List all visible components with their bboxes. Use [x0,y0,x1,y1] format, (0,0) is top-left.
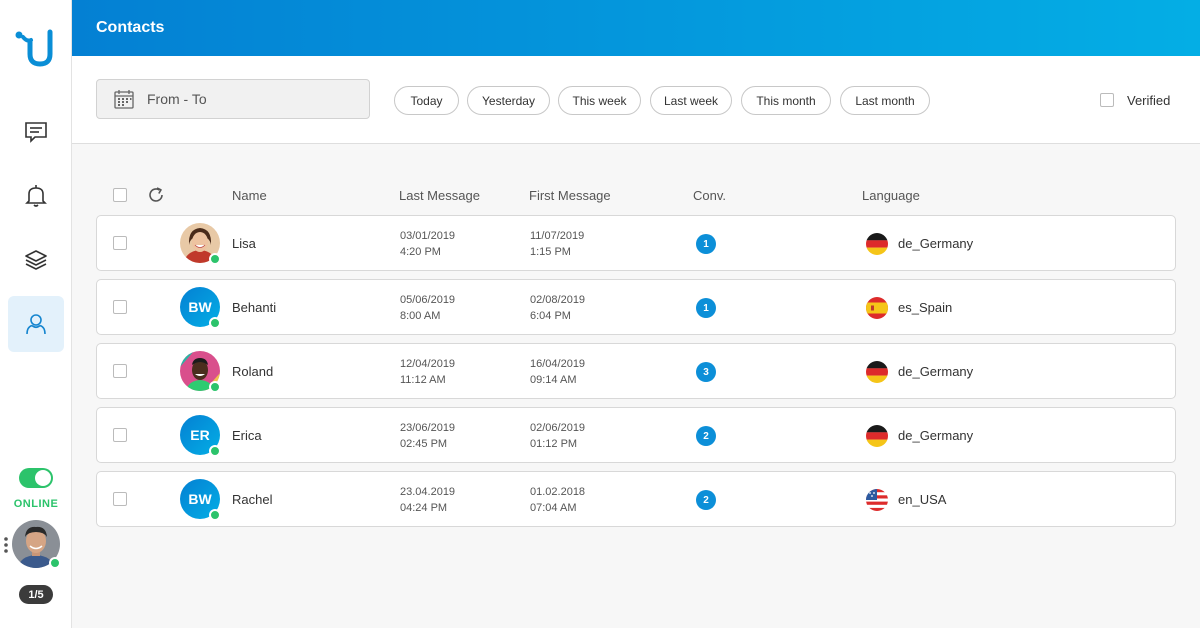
online-status-dot [209,381,221,393]
contact-name: Roland [232,364,274,379]
last-message-date: 23.04.2019 04:24 PM [400,486,456,514]
contact-language: de_Germany [898,428,974,443]
online-status-dot [209,445,221,457]
first-message-date: 02/08/2019 6:04 PM [530,294,586,322]
sidebar: ONLINE 1/5 [0,0,72,628]
sidebar-item-notifications[interactable] [8,168,64,224]
contact-language: es_Spain [898,300,953,315]
germany-flag-icon [866,361,888,383]
online-status-dot [209,509,221,521]
agent-photo [12,520,60,568]
contact-name: Erica [232,428,262,443]
first-message-date: 11/07/2019 1:15 PM [530,230,585,258]
row-checkbox[interactable] [113,236,127,250]
refresh-icon[interactable] [146,185,166,205]
contact-name: Rachel [232,492,273,507]
column-header-language[interactable]: Language [862,188,920,203]
sidebar-item-layers[interactable] [8,232,64,288]
online-status-dot [209,253,221,265]
table-row[interactable]: ER Erica 23/06/2019 02:45 PM 02/06/2019 01… [96,407,1176,463]
verified-checkbox[interactable] [1100,93,1114,107]
date-range-picker[interactable]: From - To [96,79,370,119]
row-checkbox[interactable] [113,300,127,314]
filter-last-week-button[interactable]: Last week [650,86,732,115]
last-message-date: 12/04/2019 11:12 AM [400,358,456,386]
select-all-checkbox[interactable] [113,188,127,202]
table-row[interactable]: Lisa 03/01/2019 4:20 PM 11/07/2019 1:15 PM… [96,215,1176,271]
online-status-dot [209,317,221,329]
table-row[interactable]: BW Rachel 23.04.2019 04:24 PM 01.02.2018 0… [96,471,1176,527]
contact-name: Lisa [232,236,256,251]
row-checkbox[interactable] [113,492,127,506]
bell-icon [25,185,47,207]
date-range-placeholder: From - To [147,91,207,107]
contact-language: en_USA [898,492,947,507]
conversation-count-badge: 1 [696,298,716,318]
top-header: Contacts [72,0,1200,56]
filter-today-button[interactable]: Today [394,86,459,115]
brand-logo[interactable] [14,28,54,68]
germany-flag-icon [866,233,888,255]
last-message-date: 23/06/2019 02:45 PM [400,422,456,450]
conversation-count-badge: 1 [696,234,716,254]
conversation-count-badge: 2 [696,490,716,510]
layers-icon [25,250,47,270]
last-message-date: 03/01/2019 4:20 PM [400,230,456,258]
filter-this-week-button[interactable]: This week [558,86,641,115]
first-message-date: 01.02.2018 07:04 AM [530,486,586,514]
calendar-icon [114,90,134,109]
sidebar-item-chats[interactable] [8,104,64,160]
agent-status-indicator [49,557,61,569]
conversation-count-badge: 2 [696,426,716,446]
filter-this-month-button[interactable]: This month [741,86,831,115]
column-header-first-message[interactable]: First Message [529,188,611,203]
contact-language: de_Germany [898,236,974,251]
sidebar-item-contacts[interactable] [8,296,64,352]
filter-yesterday-button[interactable]: Yesterday [467,86,550,115]
filter-last-month-button[interactable]: Last month [840,86,930,115]
spain-flag-icon [866,297,888,319]
verified-label: Verified [1127,93,1171,108]
row-checkbox[interactable] [113,428,127,442]
agent-avatar[interactable] [12,520,60,568]
column-header-name[interactable]: Name [232,188,267,203]
usa-flag-icon [866,489,888,511]
filter-bar: From - To Today Yesterday This week Last… [72,56,1200,144]
chat-icon [25,122,47,143]
contact-language: de_Germany [898,364,974,379]
table-row[interactable]: BW Behanti 05/06/2019 8:00 AM 02/08/2019 6… [96,279,1176,335]
conversation-count-badge: 3 [696,362,716,382]
page-title: Contacts [96,19,165,36]
contacts-icon [26,314,46,335]
online-status-label: ONLINE [13,498,59,510]
contact-name: Behanti [232,300,277,315]
first-message-date: 16/04/2019 09:14 AM [530,358,586,386]
page-counter-badge: 1/5 [19,585,53,604]
column-header-conversations[interactable]: Conv. [693,188,726,203]
germany-flag-icon [866,425,888,447]
drag-handle-icon[interactable] [3,536,9,554]
first-message-date: 02/06/2019 01:12 PM [530,422,586,450]
last-message-date: 05/06/2019 8:00 AM [400,294,456,322]
online-toggle[interactable] [19,468,53,488]
row-checkbox[interactable] [113,364,127,378]
column-header-last-message[interactable]: Last Message [399,188,480,203]
table-row[interactable]: Roland 12/04/2019 11:12 AM 16/04/2019 09:1… [96,343,1176,399]
